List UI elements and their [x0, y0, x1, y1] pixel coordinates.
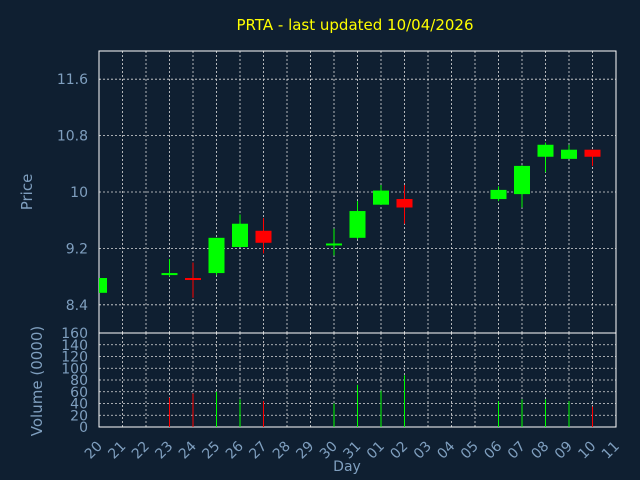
x-tick-label: 07: [505, 439, 529, 463]
candle-body: [185, 278, 201, 281]
price-tick-label: 10.8: [57, 129, 88, 145]
volume-tick-label: 0: [79, 420, 88, 436]
volume-axis-label: Volume (0000): [28, 326, 46, 436]
candles: [99, 142, 601, 298]
volume-tick-label: 60: [70, 385, 88, 401]
x-tick-label: 10: [575, 439, 599, 463]
candle-body: [326, 243, 342, 246]
candle-body: [208, 237, 225, 274]
volume-tick-label: 140: [61, 338, 88, 354]
candle-body: [255, 230, 272, 243]
x-tick-label: 01: [364, 439, 388, 463]
candle-body: [349, 211, 366, 238]
volume-tick-label: 20: [70, 408, 88, 424]
candle-body: [561, 149, 577, 159]
x-tick-label: 09: [552, 439, 576, 463]
candle-body: [161, 273, 178, 276]
price-panel: 8.4 9.2 10 10.8 11.6: [57, 50, 617, 334]
x-tick-label: 28: [270, 439, 294, 463]
price-axis-label: Price: [18, 174, 36, 211]
x-tick-label: 22: [129, 439, 153, 463]
candle-body: [232, 223, 248, 247]
volume-tick-label: 160: [61, 326, 88, 342]
x-axis-label: Day: [333, 459, 361, 475]
x-tick-label: 05: [458, 439, 482, 463]
x-tick-label: 20: [82, 439, 106, 463]
x-tick-label: 23: [152, 439, 176, 463]
price-tick-label: 9.2: [66, 241, 88, 257]
price-tick-label: 8.4: [66, 298, 88, 314]
candle-body: [373, 190, 389, 205]
candle-body: [514, 165, 530, 195]
x-tick-label: 04: [434, 438, 458, 462]
x-tick-labels: 20 21 22 23 24 25 26 27 28 29 30 31 01 02 03 04 05 06 07 08…: [82, 438, 623, 462]
x-tick-label: 08: [528, 439, 552, 463]
x-tick-label: 03: [411, 439, 435, 463]
candle-body: [584, 149, 601, 157]
x-tick-label: 24: [176, 438, 200, 462]
volume-tick-label: 120: [61, 350, 88, 366]
chart-title: PRTA - last updated 10/04/2026: [236, 16, 473, 34]
volume-tick-label: 80: [70, 373, 88, 389]
candle-body: [537, 144, 554, 157]
price-tick-label: 11.6: [57, 72, 88, 88]
x-tick-label: 06: [481, 438, 505, 462]
x-tick-label: 02: [387, 439, 411, 463]
x-tick-label: 25: [199, 439, 223, 463]
candle-body: [396, 199, 413, 208]
candle-body: [99, 278, 107, 293]
x-tick-label: 26: [223, 438, 247, 462]
x-tick-label: 11: [599, 439, 623, 463]
volume-tick-label: 100: [61, 361, 88, 377]
x-tick-label: 29: [293, 439, 317, 463]
candle-body: [490, 189, 507, 200]
price-tick-label: 10: [70, 185, 88, 201]
x-tick-label: 27: [246, 439, 270, 463]
x-tick-label: 21: [105, 439, 129, 463]
volume-tick-label: 40: [70, 397, 88, 413]
